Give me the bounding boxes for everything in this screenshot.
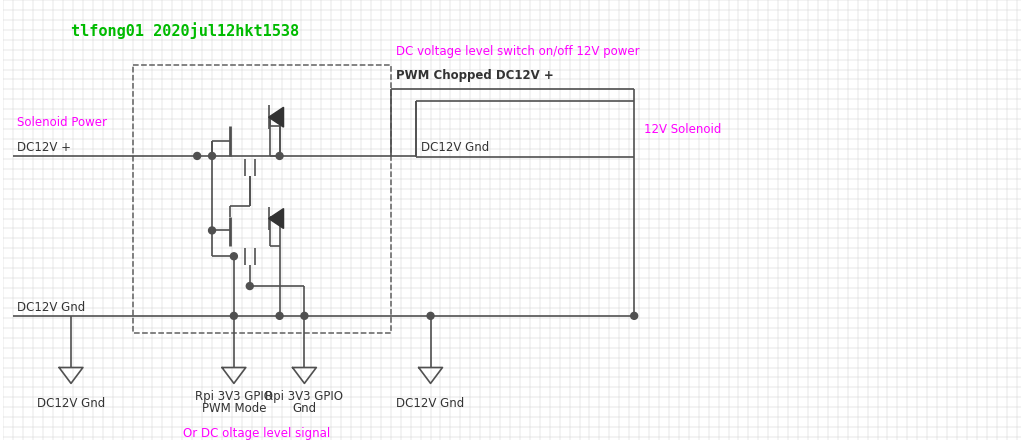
Circle shape	[194, 152, 201, 159]
Text: DC12V +: DC12V +	[17, 140, 72, 154]
Text: tlfong01 2020jul12hkt1538: tlfong01 2020jul12hkt1538	[71, 22, 299, 39]
Text: 12V Solenoid: 12V Solenoid	[644, 123, 722, 136]
Text: PWM Mode: PWM Mode	[202, 402, 266, 415]
Polygon shape	[268, 209, 284, 229]
Circle shape	[276, 152, 283, 159]
Text: Solenoid Power: Solenoid Power	[17, 116, 108, 128]
Text: Gnd: Gnd	[292, 402, 316, 415]
Circle shape	[230, 312, 238, 319]
Text: DC12V Gnd: DC12V Gnd	[17, 301, 86, 315]
Text: DC12V Gnd: DC12V Gnd	[37, 397, 105, 410]
Circle shape	[209, 227, 215, 234]
Text: Rpi 3V3 GPIO: Rpi 3V3 GPIO	[195, 390, 272, 403]
Circle shape	[301, 312, 308, 319]
Circle shape	[230, 253, 238, 260]
Text: DC12V Gnd: DC12V Gnd	[396, 397, 465, 410]
Circle shape	[209, 152, 215, 159]
Circle shape	[427, 312, 434, 319]
Circle shape	[276, 312, 283, 319]
Text: Rpi 3V3 GPIO: Rpi 3V3 GPIO	[265, 390, 343, 403]
Circle shape	[247, 283, 253, 290]
Text: DC12V Gnd: DC12V Gnd	[421, 140, 488, 154]
Bar	[132, 65, 391, 333]
Polygon shape	[268, 107, 284, 127]
Text: PWM Chopped DC12V +: PWM Chopped DC12V +	[396, 69, 554, 82]
Text: DC voltage level switch on/off 12V power: DC voltage level switch on/off 12V power	[396, 45, 639, 58]
Text: Or DC oltage level signal: Or DC oltage level signal	[183, 427, 331, 440]
Circle shape	[631, 312, 638, 319]
